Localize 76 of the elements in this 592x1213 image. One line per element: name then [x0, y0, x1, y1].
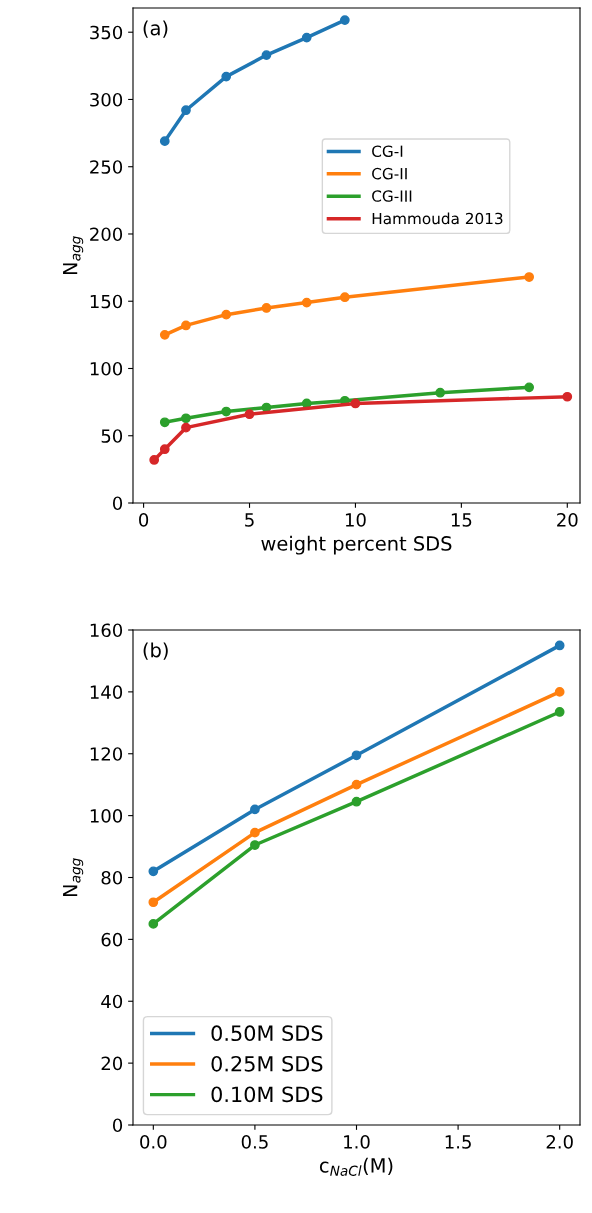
- point: [339, 15, 350, 25]
- point: [250, 827, 260, 838]
- y-tick-label: 160: [90, 623, 123, 638]
- point: [148, 897, 159, 908]
- point: [351, 796, 362, 807]
- y-tick-label: 350: [90, 25, 123, 40]
- point: [181, 413, 191, 424]
- legend-label: Hammouda 2013: [372, 212, 503, 225]
- x-axis-title: weight percent SDS: [261, 535, 452, 555]
- y-tick-label: 80: [101, 870, 123, 885]
- point: [554, 707, 565, 717]
- x-tick-label: 20: [557, 513, 578, 527]
- point: [181, 422, 191, 433]
- point: [181, 320, 191, 331]
- y-tick-label: 250: [90, 160, 123, 174]
- x-tick-label: 0.5: [241, 1135, 268, 1149]
- y-tick-label: 50: [101, 429, 123, 443]
- point: [221, 309, 232, 320]
- y-tick-label: 100: [90, 361, 123, 376]
- point: [562, 391, 573, 402]
- legend-label: CG-II: [372, 167, 407, 180]
- point: [159, 444, 170, 455]
- point: [221, 406, 232, 417]
- legend-label: 0.25M SDS: [211, 1055, 323, 1072]
- x-tick-label: 15: [451, 513, 472, 527]
- point: [524, 382, 535, 393]
- point: [159, 417, 170, 428]
- point: [148, 866, 159, 877]
- point: [350, 398, 361, 409]
- legend-label: 0.50M SDS: [211, 1025, 323, 1042]
- point: [159, 136, 170, 147]
- point: [261, 50, 272, 60]
- y-tick-label: 300: [90, 92, 123, 107]
- x-tick-label: 0: [139, 513, 149, 527]
- y-axis-title: N$_{agg}$: [63, 858, 84, 897]
- point: [148, 919, 159, 929]
- point: [339, 292, 350, 303]
- legend-label: CG-III: [372, 190, 412, 202]
- y-tick-label: 60: [101, 932, 123, 947]
- y-tick-label: 120: [90, 747, 123, 761]
- point: [250, 840, 260, 850]
- point: [221, 71, 232, 82]
- x-tick-label: 1.5: [445, 1135, 471, 1149]
- x-tick-label: 2.0: [546, 1135, 573, 1149]
- y-axis-title: N$_{agg}$: [63, 236, 84, 275]
- point: [149, 455, 160, 465]
- legend-label: CG-I: [372, 145, 403, 157]
- y-tick-label: 100: [90, 809, 123, 823]
- point: [435, 387, 446, 398]
- point: [524, 272, 535, 282]
- x-tick-label: 0.0: [140, 1135, 167, 1149]
- point: [261, 303, 272, 313]
- x-tick-label: 1.0: [344, 1135, 370, 1149]
- point: [554, 687, 565, 697]
- annotation: (a): [143, 20, 168, 38]
- y-tick-label: 140: [90, 685, 123, 699]
- y-tick-label: 200: [90, 227, 123, 242]
- point: [250, 804, 260, 815]
- y-tick-label: 0: [112, 496, 123, 511]
- x-tick-label: 5: [245, 513, 254, 527]
- x-axis-title: c$_{NaCl}$(M): [319, 1157, 393, 1176]
- y-tick-label: 0: [112, 1118, 123, 1133]
- point: [351, 779, 362, 790]
- point: [301, 32, 312, 43]
- y-tick-label: 40: [101, 994, 123, 1009]
- point: [351, 750, 362, 761]
- point: [244, 409, 255, 420]
- point: [301, 297, 312, 308]
- annotation: (b): [143, 642, 168, 660]
- point: [181, 105, 191, 116]
- y-tick-label: 150: [90, 294, 123, 309]
- point: [159, 329, 170, 340]
- legend-label: 0.10M SDS: [211, 1086, 323, 1103]
- y-tick-label: 20: [101, 1056, 123, 1071]
- point: [554, 640, 565, 651]
- x-tick-label: 10: [345, 513, 366, 527]
